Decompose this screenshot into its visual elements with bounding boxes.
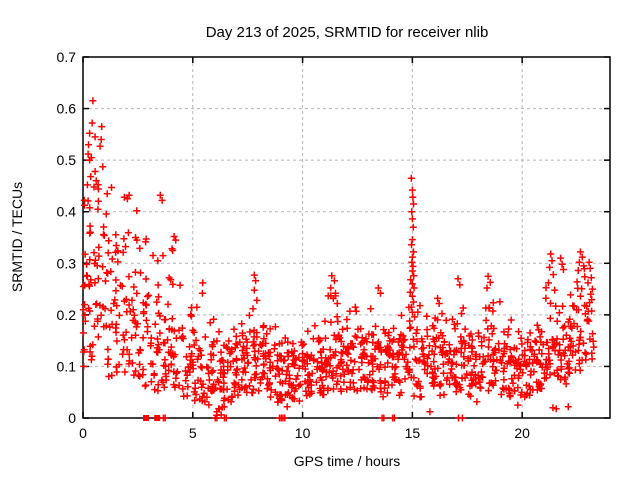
plot-frame xyxy=(82,56,611,419)
x-tick-label: 15 xyxy=(405,425,421,441)
plot-border xyxy=(82,56,611,419)
y-tick-label: 0.7 xyxy=(57,49,77,65)
x-tick-label: 10 xyxy=(295,425,311,441)
x-tick-label: 20 xyxy=(514,425,530,441)
x-tick-label: 5 xyxy=(189,425,197,441)
data-points xyxy=(79,97,598,422)
zero-value-square-marker xyxy=(143,415,150,421)
y-tick-label: 0.3 xyxy=(57,255,77,271)
y-tick-label: 0.4 xyxy=(57,204,77,220)
y-tick-label: 0.6 xyxy=(57,101,77,117)
y-tick-label: 0 xyxy=(68,410,76,426)
y-tick-label: 0.2 xyxy=(57,307,77,323)
x-tick-label: 0 xyxy=(79,425,87,441)
chart-title: Day 213 of 2025, SRMTID for receiver nli… xyxy=(206,24,489,41)
zero-value-square-marker xyxy=(154,415,161,421)
tick-labels: 0 5 10 15 20 0 0.1 0.2 0.3 0.4 0.5 0.6 0.7 xyxy=(57,49,531,441)
y-tick-label: 0.1 xyxy=(57,358,77,374)
y-axis-label: SRMTID / TECUs xyxy=(9,182,25,292)
x-axis-label: GPS time / hours xyxy=(294,453,401,469)
scatter-plus-markers xyxy=(79,97,598,422)
y-tick-label: 0.5 xyxy=(57,152,77,168)
